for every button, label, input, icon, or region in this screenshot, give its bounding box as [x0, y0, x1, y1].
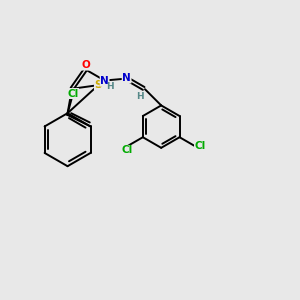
Text: H: H	[136, 92, 143, 101]
Text: S: S	[94, 80, 102, 90]
Text: N: N	[122, 73, 131, 83]
Text: Cl: Cl	[68, 88, 79, 98]
Text: H: H	[106, 82, 113, 91]
Text: Cl: Cl	[194, 141, 206, 151]
Text: N: N	[100, 76, 109, 86]
Text: Cl: Cl	[122, 146, 133, 155]
Text: O: O	[81, 60, 90, 70]
